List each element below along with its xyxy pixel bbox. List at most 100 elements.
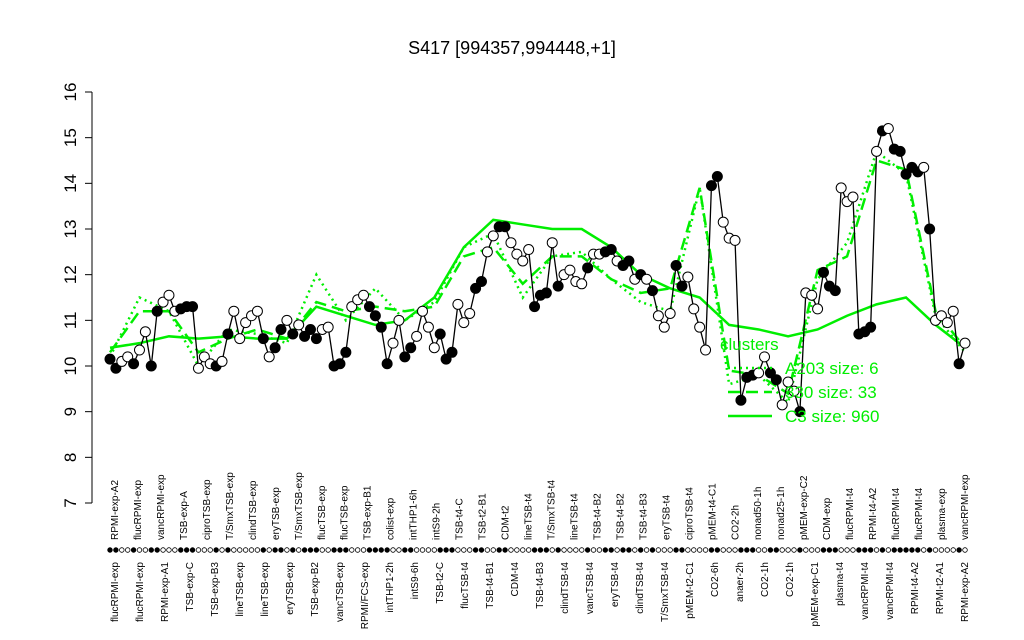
chart-title: S417 [994357,994448,+1] [408, 38, 616, 58]
data-point [705, 180, 717, 192]
rug-dot [496, 547, 502, 553]
data-point [700, 344, 712, 356]
rug-dot [755, 547, 762, 553]
data-point [505, 237, 517, 249]
rug-dot [242, 547, 249, 553]
data-point [676, 280, 688, 292]
data-point [641, 273, 653, 285]
category-label: intTHP1-6h [409, 489, 420, 540]
rug-dot [130, 547, 137, 553]
data-point [564, 264, 576, 276]
rug-dot [773, 547, 780, 553]
rug-dot [408, 547, 414, 553]
rug-dot [926, 547, 933, 553]
data-point [334, 358, 346, 370]
data-point [499, 221, 511, 233]
rug-dot [956, 547, 962, 553]
data-point [428, 342, 440, 354]
rug-dot [561, 547, 567, 553]
rug-dot [154, 547, 160, 553]
rug-dot [319, 547, 325, 553]
data-point [511, 248, 523, 260]
rug-dot [295, 547, 302, 553]
data-point [375, 321, 387, 333]
cluster-line [108, 158, 966, 396]
rug-dot [661, 547, 667, 553]
data-point [128, 358, 140, 370]
rug-dot [272, 547, 278, 553]
rug-dot [673, 547, 679, 553]
data-point [340, 346, 352, 358]
data-point [688, 303, 700, 315]
category-label: TSB-exp-A [179, 491, 190, 540]
rug-dot [384, 547, 390, 553]
data-point [658, 321, 670, 333]
category-label: nonad50-1h [753, 487, 764, 540]
cluster-line [109, 218, 966, 349]
data-point [287, 328, 299, 340]
category-label: flucTSB-exp [340, 485, 351, 540]
y-tick-label: 10 [61, 357, 80, 376]
rug-dot [189, 547, 196, 553]
data-point [422, 321, 434, 333]
rug-dot [455, 547, 461, 553]
data-point [947, 305, 959, 317]
category-label: TSB-exp-B2 [310, 562, 321, 617]
data-point [440, 353, 452, 365]
data-point [900, 168, 912, 180]
data-point [358, 289, 370, 301]
rug-dot [915, 547, 921, 553]
data-point [882, 123, 894, 135]
rug-dot [667, 547, 673, 553]
legend-label: A203 size: 6 [785, 359, 879, 378]
rug-dot [520, 547, 526, 553]
rug-dot [679, 547, 685, 553]
data-point [806, 289, 818, 301]
y-tick-label: 14 [61, 174, 80, 193]
rug-dot [897, 547, 903, 553]
rug-dot [278, 547, 284, 553]
category-label: flucTSB-t4 [460, 562, 471, 609]
data-point [399, 351, 411, 363]
rug-dot [331, 547, 337, 553]
category-label: vancRPMI-exp [960, 474, 971, 540]
category-label: nonad25-1h [776, 487, 787, 540]
rug-dot [260, 547, 267, 553]
rug-dot [590, 547, 597, 553]
data-point [417, 305, 429, 317]
y-tick-label: 7 [61, 498, 80, 507]
category-label: plasma-exp [937, 488, 948, 540]
rug-dot [107, 547, 113, 553]
rug-dot [543, 547, 550, 553]
y-tick-label: 8 [61, 453, 80, 462]
data-point [487, 230, 499, 242]
data-point [670, 260, 682, 272]
data-point [817, 266, 829, 278]
rug-dot [396, 547, 402, 553]
category-label: flucRPMI-t4 [845, 487, 856, 540]
category-label: clindTSB-t4 [635, 562, 646, 614]
rug-dot [443, 547, 449, 553]
data-point [959, 337, 971, 349]
data-point [552, 280, 564, 292]
rug-dot [649, 547, 656, 553]
data-point [452, 298, 464, 310]
rug-dot [891, 547, 897, 553]
category-label: T/SmxTSB-exp [294, 472, 305, 540]
category-label: ciproTSB-exp [202, 479, 213, 540]
data-point [192, 362, 204, 374]
rug-dot [867, 547, 874, 553]
category-label: TSB-t4-B1 [485, 562, 496, 609]
rug-dot [838, 547, 844, 553]
category-label: TSB-t4-B2 [615, 493, 626, 540]
data-point [187, 301, 199, 313]
rug-dot [921, 547, 927, 553]
rug-dot [508, 547, 514, 553]
data-point [458, 317, 470, 329]
data-point [759, 351, 771, 363]
data-point [729, 234, 741, 246]
rug-dot [148, 547, 154, 553]
rug-dot [549, 547, 555, 553]
data-point [405, 342, 417, 354]
data-point [865, 321, 877, 333]
